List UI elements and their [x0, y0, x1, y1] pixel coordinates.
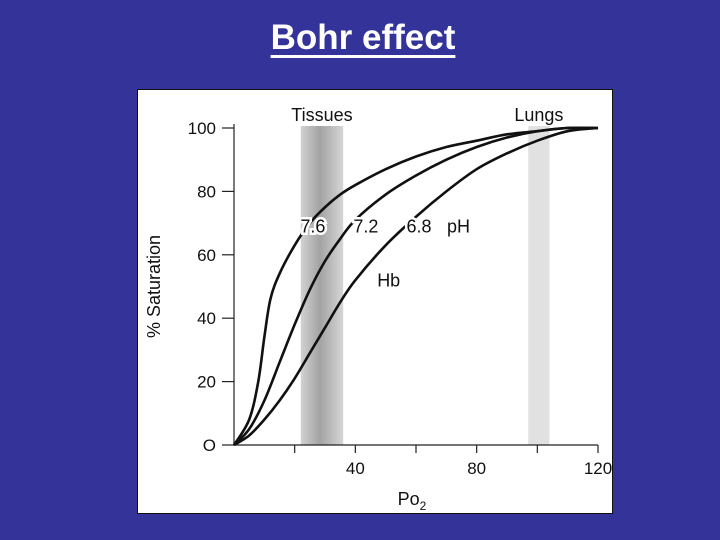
band-lungs — [528, 126, 550, 445]
curve-ph-7-2 — [233, 126, 599, 446]
y-tick-label: O — [203, 436, 216, 455]
curve-ph-7-6 — [232, 126, 599, 446]
y-tick-label: 20 — [197, 373, 216, 392]
x-tick-label: 40 — [346, 459, 365, 478]
band-label-tissues: Tissues — [291, 105, 352, 125]
band-label-lungs: Lungs — [514, 105, 563, 125]
annotation-ph: pH — [447, 217, 470, 237]
y-tick-label: 80 — [197, 182, 216, 201]
annotation-7-2: 7.2 — [353, 217, 378, 237]
band-tissues — [300, 126, 344, 445]
curve-ph-6-8 — [233, 126, 599, 447]
y-axis-title: % Saturation — [144, 235, 164, 338]
x-tick-label: 80 — [467, 459, 486, 478]
annotation-hb: Hb — [377, 271, 400, 291]
x-tick-label: 120 — [584, 459, 612, 478]
chart-panel: O 20 40 60 80 100 40 80 120 % Saturation Po2 Tissu… — [137, 89, 613, 514]
y-tick-label: 60 — [197, 246, 216, 265]
slide-title: Bohr effect — [270, 18, 456, 57]
y-tick-label: 100 — [188, 119, 216, 138]
bohr-effect-chart: O 20 40 60 80 100 40 80 120 % Saturation Po2 Tissu… — [144, 105, 612, 513]
x-axis-title: Po2 — [398, 489, 427, 513]
y-tick-label: 40 — [197, 309, 216, 328]
annotation-7-6: 7.6 — [300, 217, 325, 237]
annotation-6-8: 6.8 — [407, 217, 432, 237]
